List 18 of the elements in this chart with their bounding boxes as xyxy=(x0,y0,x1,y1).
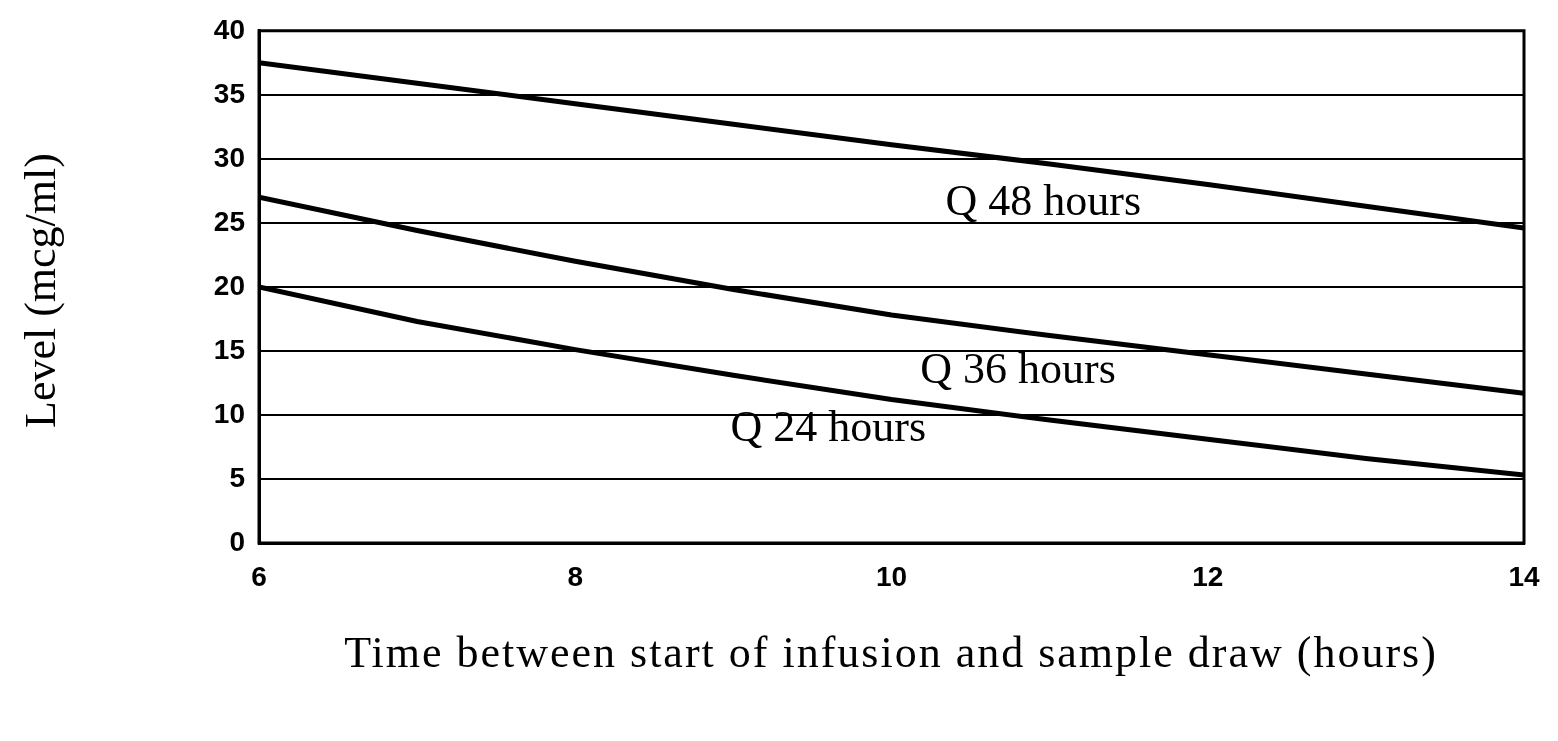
y-tick-label: 20 xyxy=(213,269,245,301)
y-tick-label: 30 xyxy=(213,141,245,173)
series-label: Q 36 hours xyxy=(920,344,1116,394)
series-label: Q 48 hours xyxy=(945,175,1142,225)
x-tick-label: 6 xyxy=(251,560,267,592)
y-tick-label: 15 xyxy=(213,333,245,365)
y-tick-label: 35 xyxy=(213,77,245,109)
y-tick-label: 25 xyxy=(213,205,245,237)
y-tick-label: 5 xyxy=(229,461,245,493)
y-axis-title: Level (mcg/ml) xyxy=(14,152,66,430)
y-tick-label: 0 xyxy=(229,525,245,557)
x-tick-label: 10 xyxy=(875,560,908,592)
x-axis-title: Time between start of infusion and sample draw (hours) xyxy=(343,628,1439,678)
x-tick-label: 12 xyxy=(1192,560,1224,592)
x-tick-label: 14 xyxy=(1508,560,1540,592)
y-tick-label: 10 xyxy=(213,397,245,429)
x-tick-label: 8 xyxy=(567,560,584,592)
y-tick-label: 40 xyxy=(213,13,245,45)
